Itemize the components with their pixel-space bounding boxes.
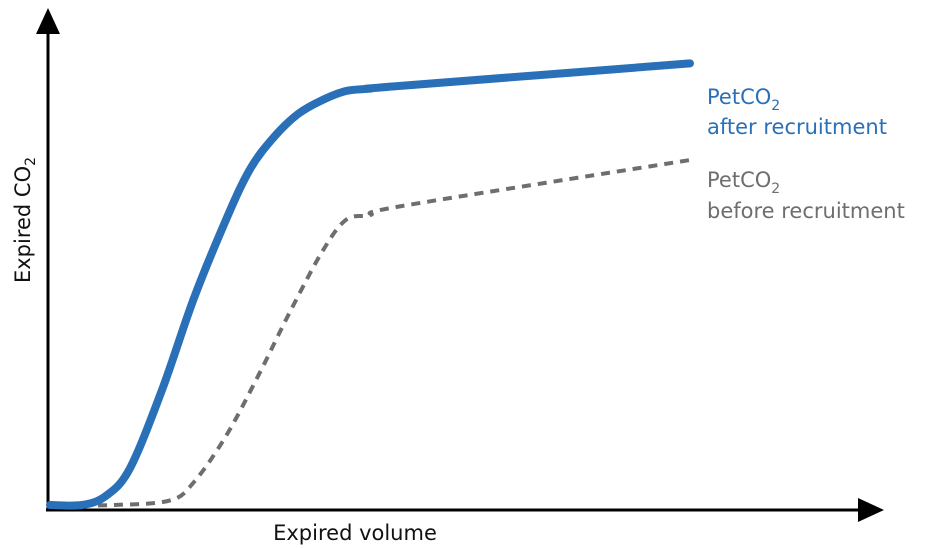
x-axis-label: Expired volume [273,521,437,545]
y-axis-label: Expired CO2 [11,157,39,283]
series-layer [46,59,694,510]
legend-before-line1: PetCO2 [707,168,780,197]
x-axis-arrow [858,498,884,522]
legend-after-line2: after recruitment [707,115,887,139]
legend-after: PetCO2 after recruitment [707,85,887,139]
y-axis-label-main: Expired CO [11,166,35,283]
axes [36,8,884,522]
legend-after-line1: PetCO2 [707,85,780,114]
legend-before-line2: before recruitment [707,199,905,223]
series-line-after [46,59,694,510]
legend-before: PetCO2 before recruitment [707,168,905,223]
y-axis-arrow [36,8,60,34]
y-axis-label-sub: 2 [23,157,39,166]
series-line-before [49,158,691,508]
